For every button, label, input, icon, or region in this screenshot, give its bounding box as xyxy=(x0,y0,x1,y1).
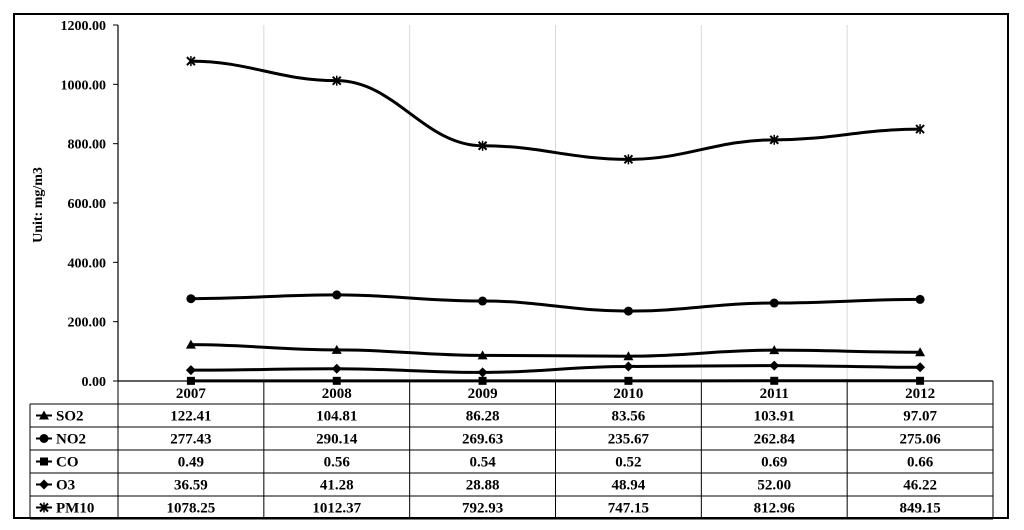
star-marker xyxy=(332,75,342,86)
table-cell: 812.96 xyxy=(754,501,796,517)
table-cell: 48.94 xyxy=(612,478,646,494)
table-cell: 1012.37 xyxy=(312,501,361,517)
star-marker xyxy=(623,154,634,165)
table-cell: 792.93 xyxy=(462,501,503,517)
x-category-label: 2009 xyxy=(468,386,498,402)
circle-marker xyxy=(769,298,779,308)
table-cell: 235.67 xyxy=(608,432,650,448)
y-axis-label: Unit: mg/m3 xyxy=(31,167,46,243)
star-marker xyxy=(915,124,925,135)
star-marker xyxy=(186,56,196,67)
triangle-marker xyxy=(477,350,488,360)
grid-lines xyxy=(117,25,993,382)
series-line-o3 xyxy=(190,364,921,374)
table-cell: 97.07 xyxy=(903,409,937,425)
data-table: 2007 2008 2009 2010 2011 2012 SO2 122.41 104.81 8… xyxy=(29,381,994,520)
table-cell: 262.84 xyxy=(754,432,796,448)
square-marker xyxy=(186,376,195,385)
triangle-marker xyxy=(915,347,926,357)
circle-marker xyxy=(39,434,49,443)
table-cell: 122.41 xyxy=(170,409,211,425)
x-category-label: 2007 xyxy=(176,386,207,402)
y-tick-label: 1200.00 xyxy=(61,19,107,34)
circle-marker xyxy=(623,306,633,316)
table-cell: 277.43 xyxy=(170,432,211,448)
star-marker xyxy=(477,140,488,151)
series-line-no2 xyxy=(190,293,921,313)
triangle-marker xyxy=(39,410,49,420)
triangle-marker xyxy=(331,344,342,354)
table-cell: 83.56 xyxy=(612,409,646,425)
y-tick-label: 200.00 xyxy=(68,316,107,331)
circle-marker xyxy=(186,294,196,304)
y-tick-label: 0.00 xyxy=(82,375,107,390)
diamond-marker xyxy=(477,367,488,378)
legend-label: NO2 xyxy=(56,432,86,448)
series-line-so2 xyxy=(190,343,921,358)
diamond-marker xyxy=(39,479,49,490)
y-tick-label: 1000.00 xyxy=(61,78,107,93)
star-marker xyxy=(769,134,779,145)
y-tick-label: 600.00 xyxy=(68,197,107,212)
circle-marker xyxy=(478,296,488,306)
table-cell: 849.15 xyxy=(899,501,940,517)
triangle-marker xyxy=(623,351,634,361)
diamond-marker xyxy=(185,365,196,376)
table-cell: 103.91 xyxy=(754,409,795,425)
square-marker xyxy=(478,376,487,385)
y-tick-label: 400.00 xyxy=(68,256,107,271)
table-cell: 269.63 xyxy=(462,432,503,448)
triangle-marker xyxy=(769,345,780,355)
table-cell: 52.00 xyxy=(757,478,791,494)
chart-frame xyxy=(13,13,1009,519)
y-axis-ticks: 0.00 200.00 400.00 600.00 800.00 1000.00 1200.… xyxy=(61,19,118,390)
table-cell: 28.88 xyxy=(466,478,500,494)
square-marker xyxy=(40,457,48,466)
legend-label: SO2 xyxy=(56,409,84,425)
table-cell: 290.14 xyxy=(316,432,358,448)
table-cell: 46.22 xyxy=(903,478,937,494)
legend-label: O3 xyxy=(56,478,75,494)
circle-marker xyxy=(332,290,342,300)
table-cell: 0.54 xyxy=(469,455,496,471)
legend-label: PM10 xyxy=(56,501,94,517)
series-line-pm10 xyxy=(190,59,921,161)
series-lines xyxy=(190,59,921,383)
circle-marker xyxy=(915,294,925,304)
square-marker xyxy=(770,376,779,385)
square-marker xyxy=(916,376,925,385)
legend-label: CO xyxy=(56,455,79,471)
table-cell: 0.52 xyxy=(615,455,641,471)
table-cell: 86.28 xyxy=(466,409,500,425)
table-cell: 0.69 xyxy=(761,455,787,471)
x-category-label: 2008 xyxy=(322,386,352,402)
star-marker xyxy=(39,502,49,513)
table-cell: 747.15 xyxy=(608,501,649,517)
table-cell: 275.06 xyxy=(899,432,941,448)
table-cell: 104.81 xyxy=(316,409,357,425)
table-cell: 41.28 xyxy=(320,478,354,494)
table-cell: 0.66 xyxy=(907,455,934,471)
x-category-label: 2011 xyxy=(760,386,789,402)
diamond-marker xyxy=(623,361,634,372)
table-cell: 36.59 xyxy=(174,478,208,494)
diamond-marker xyxy=(769,360,780,371)
y-tick-label: 800.00 xyxy=(68,138,107,153)
square-marker xyxy=(332,376,341,385)
table-cell: 0.56 xyxy=(324,455,351,471)
diamond-marker xyxy=(331,363,342,374)
triangle-marker xyxy=(185,339,196,349)
square-marker xyxy=(624,376,633,385)
x-category-label: 2010 xyxy=(613,386,643,402)
table-cell: 1078.25 xyxy=(167,501,216,517)
x-category-label: 2012 xyxy=(905,386,935,402)
series-markers xyxy=(185,56,926,385)
diamond-marker xyxy=(915,362,926,373)
table-cell: 0.49 xyxy=(178,455,204,471)
